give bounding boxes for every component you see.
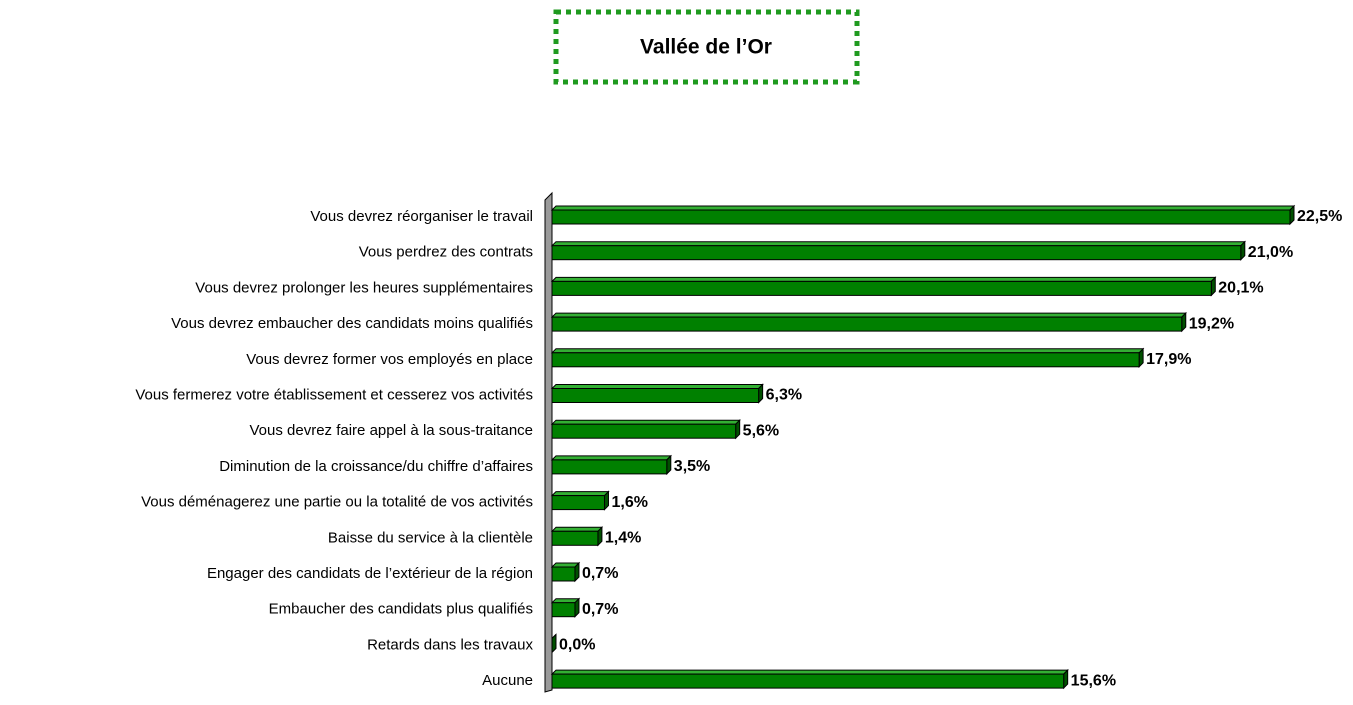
bar-top [550, 241, 1247, 247]
bar-side [758, 383, 764, 404]
category-label: Vous devrez réorganiser le travail [310, 208, 533, 225]
category-label: Aucune [482, 672, 533, 689]
value-label: 22,5% [1297, 208, 1342, 225]
value-label: 19,2% [1189, 315, 1234, 332]
axis-wall [544, 191, 553, 693]
category-label: Vous fermerez votre établissement et ces… [135, 386, 533, 403]
bar-top [550, 491, 610, 497]
bar [551, 245, 1242, 261]
value-label: 0,0% [559, 637, 595, 654]
bar-side [666, 454, 672, 476]
category-label: Vous devrez former vos employés en place [246, 351, 533, 368]
category-label: Diminution de la croissance/du chiffre d… [219, 458, 533, 475]
bar-side [1063, 668, 1069, 690]
bar [551, 316, 1183, 332]
bar-side [597, 526, 603, 547]
bar-side [574, 597, 580, 618]
bar-side [1181, 311, 1187, 333]
bar-top [550, 455, 673, 461]
bar-side [574, 561, 580, 583]
bar-top [550, 526, 604, 532]
value-label: 17,9% [1146, 351, 1191, 368]
bar-side [735, 418, 741, 440]
title-box [553, 9, 860, 85]
category-label: Vous devrez embaucher des candidats moin… [171, 315, 533, 332]
value-label: 6,3% [766, 387, 802, 404]
category-label: Engager des candidats de l’extérieur de … [207, 565, 533, 582]
category-label: Vous devrez faire appel à la sous-traita… [250, 422, 534, 439]
bar [551, 209, 1291, 225]
value-label: 3,5% [674, 458, 710, 475]
category-label: Baisse du service à la clientèle [328, 529, 533, 546]
bar-side [1210, 276, 1216, 297]
value-label: 0,7% [582, 601, 618, 618]
bar [551, 530, 599, 546]
category-label: Vous déménagerez une partie ou la totali… [141, 494, 533, 511]
value-label: 1,4% [605, 530, 641, 547]
bar [551, 459, 668, 475]
bar-side [1138, 347, 1144, 369]
bar-top [550, 205, 1296, 211]
bar [551, 495, 605, 511]
value-label: 0,7% [582, 565, 618, 582]
bar-side [551, 633, 557, 654]
bar [551, 566, 576, 582]
value-label: 15,6% [1071, 672, 1116, 689]
category-label: Vous perdrez des contrats [359, 244, 533, 261]
bar [551, 388, 760, 403]
bar-top [550, 384, 764, 389]
category-label: Retards dans les travaux [367, 636, 533, 653]
bar-top [550, 669, 1069, 675]
chart-title: Vallée de l’Or [640, 36, 772, 59]
bar [551, 673, 1065, 689]
bar-side [603, 490, 609, 511]
value-label: 20,1% [1218, 280, 1263, 297]
value-label: 5,6% [743, 422, 779, 439]
category-label: Vous devrez prolonger les heures supplém… [195, 279, 533, 296]
bar [551, 352, 1140, 368]
value-label: 1,6% [611, 494, 647, 511]
bar [551, 280, 1212, 296]
category-label: Embaucher des candidats plus qualifiés [269, 601, 533, 618]
bar-top [550, 312, 1187, 318]
bar [551, 423, 737, 439]
bar-top [550, 276, 1217, 282]
bar-top [550, 348, 1145, 354]
bar-side [1240, 240, 1246, 261]
bar-side [1289, 204, 1295, 226]
value-label: 21,0% [1248, 244, 1293, 261]
bar-top [550, 419, 741, 425]
bar [551, 602, 576, 618]
